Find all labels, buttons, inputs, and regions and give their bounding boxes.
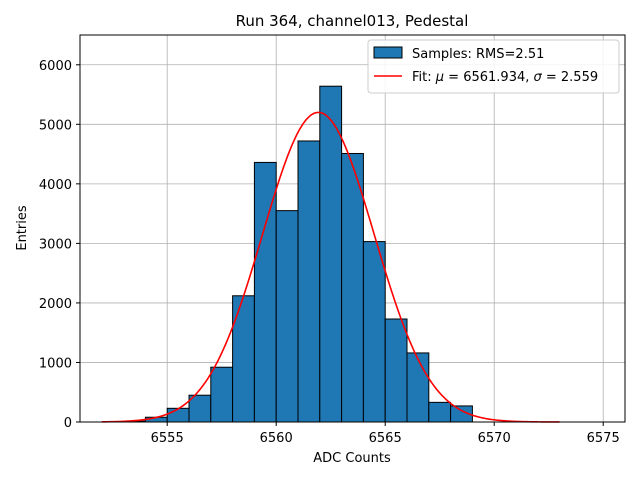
histogram-bar (166, 407, 190, 423)
legend-swatch-samples (373, 46, 403, 59)
y-tick-label: 1000 (39, 356, 72, 371)
legend-label-fit: Fit: μ = 6561.934, σ = 2.559 (412, 70, 598, 85)
y-tick-label: 5000 (39, 118, 72, 133)
legend-label-samples: Samples: RMS=2.51 (412, 47, 544, 62)
histogram-bar (428, 401, 452, 423)
y-axis-ticks: 0 1000 2000 3000 4000 5000 6000 (39, 59, 80, 431)
x-tick-label: 6570 (478, 431, 511, 446)
fit-label-mu-value: = 6561.934, (444, 70, 533, 85)
histogram-bars (123, 85, 473, 423)
fit-label-prefix: Fit: (412, 70, 436, 85)
x-tick-label: 6575 (587, 431, 620, 446)
chart-title: Run 364, channel013, Pedestal (236, 12, 469, 30)
y-axis-label: Entries (15, 205, 30, 251)
histogram-bar (319, 85, 343, 423)
y-tick-label: 6000 (39, 59, 72, 74)
y-tick-label: 2000 (39, 297, 72, 312)
histogram-bar (384, 318, 408, 423)
fit-label-mu-symbol: μ (435, 70, 444, 85)
x-tick-label: 6555 (151, 431, 184, 446)
y-tick-label: 3000 (39, 237, 72, 252)
plot-frame (79, 34, 626, 423)
x-axis-ticks: 6555 6560 6565 6570 6575 (151, 422, 620, 446)
histogram-bar (232, 295, 255, 423)
x-tick-label: 6565 (369, 431, 402, 446)
y-tick-label: 4000 (39, 178, 72, 193)
y-tick-label: 0 (64, 416, 72, 431)
legend: Samples: RMS=2.51 Fit: μ = 6561.934, σ =… (367, 39, 620, 94)
histogram-bar (297, 140, 321, 423)
x-axis-label: ADC Counts (313, 451, 391, 466)
x-tick-label: 6560 (260, 431, 293, 446)
legend-box (367, 39, 620, 94)
histogram-bar (362, 241, 386, 423)
fit-label-sigma-symbol: σ (534, 70, 543, 85)
fit-curve (101, 111, 560, 423)
histogram-bar (406, 352, 430, 423)
histogram-bar (210, 366, 234, 423)
histogram-bar (188, 394, 212, 423)
fit-label-sigma-value: = 2.559 (542, 70, 598, 85)
histogram-bar (275, 210, 299, 423)
histogram-bar (341, 152, 364, 423)
